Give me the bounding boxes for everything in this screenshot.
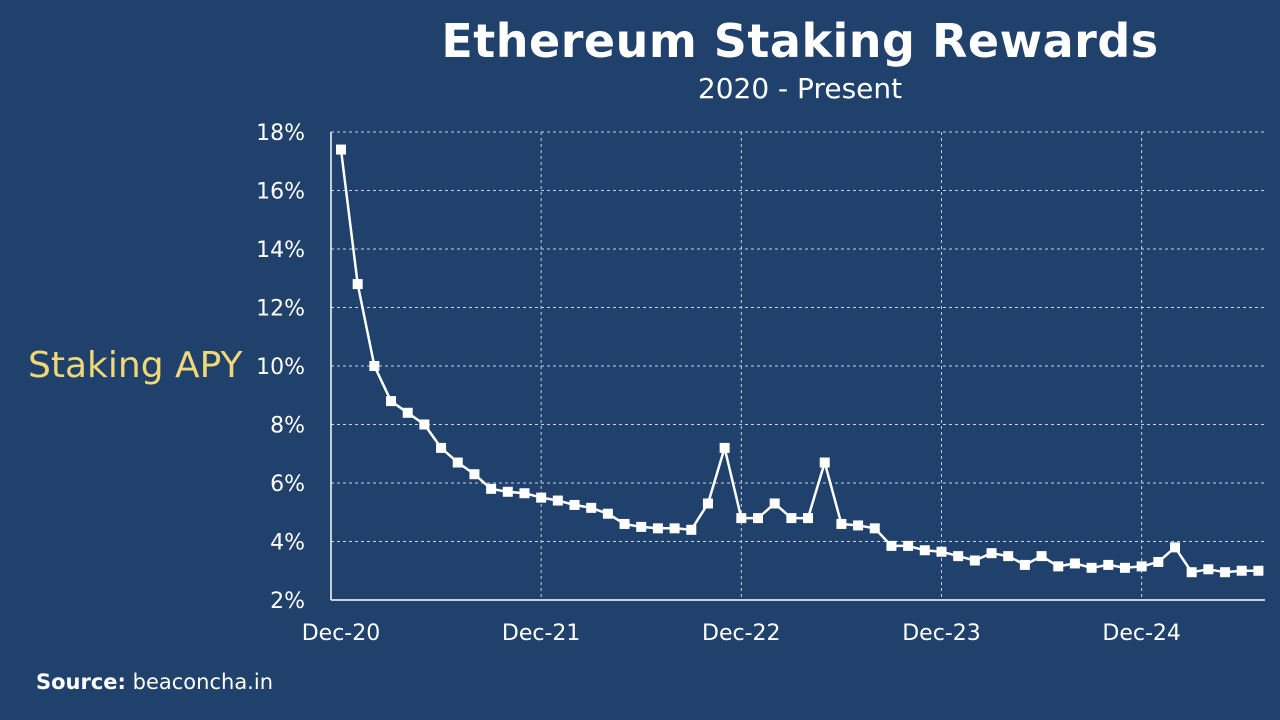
y-tick-label: 6%	[270, 472, 305, 497]
x-tick-label: Dec-24	[1102, 621, 1181, 646]
data-point	[1153, 556, 1164, 567]
data-point	[1203, 564, 1214, 575]
data-point	[886, 540, 897, 551]
data-point	[369, 361, 380, 371]
data-point	[1253, 565, 1264, 576]
grid-lines	[331, 131, 1265, 600]
data-point	[452, 457, 463, 468]
y-tick-label: 8%	[270, 414, 305, 439]
data-point	[352, 279, 363, 290]
data-point	[436, 442, 447, 453]
data-point	[486, 483, 497, 494]
x-tick-label: Dec-21	[502, 621, 581, 646]
data-point	[669, 523, 680, 534]
data-point	[552, 495, 563, 506]
data-point	[803, 513, 814, 524]
y-tick-label: 16%	[256, 180, 305, 205]
data-point	[836, 518, 847, 529]
tick-labels: 2% 4% 6% 8% 10% 12% 14% 16% 18% Dec-20 Dec-21 Dec-2…	[256, 121, 1181, 646]
data-point	[586, 502, 597, 513]
data-point	[919, 545, 930, 556]
data-point	[786, 513, 797, 524]
data-point	[386, 396, 397, 407]
series-line	[339, 149, 1259, 574]
source-text: beaconcha.in	[132, 670, 274, 694]
data-point	[686, 524, 697, 535]
data-point	[736, 513, 747, 524]
data-point	[869, 523, 880, 534]
data-point	[853, 520, 864, 531]
data-point	[1003, 551, 1014, 562]
data-point	[1086, 562, 1097, 573]
y-axis-label: Staking APY	[28, 345, 243, 386]
data-point	[336, 144, 346, 155]
source-label: Source:	[36, 670, 126, 694]
chart-subtitle: 2020 - Present	[697, 72, 903, 105]
data-point	[769, 498, 780, 509]
data-point	[1053, 561, 1064, 572]
data-point	[1170, 542, 1180, 553]
data-point	[986, 548, 997, 559]
data-point	[502, 486, 513, 497]
data-point	[753, 513, 763, 524]
data-point	[402, 407, 413, 418]
data-point	[1069, 558, 1080, 569]
data-point	[652, 523, 663, 534]
y-tick-label: 10%	[256, 355, 305, 380]
data-point	[702, 498, 713, 509]
data-point	[636, 521, 647, 532]
data-point	[419, 419, 430, 430]
data-point	[569, 499, 580, 510]
data-point	[1019, 559, 1030, 570]
data-point	[1186, 567, 1197, 578]
data-point	[519, 488, 530, 499]
data-point	[719, 442, 730, 453]
data-point	[936, 546, 947, 557]
data-point	[1036, 551, 1047, 562]
y-tick-label: 4%	[270, 531, 305, 556]
data-point	[602, 508, 613, 519]
data-point	[536, 492, 547, 503]
chart-title: Ethereum Staking Rewards	[441, 14, 1159, 68]
data-point	[903, 540, 914, 551]
data-series	[336, 144, 1264, 578]
data-point	[1119, 562, 1130, 573]
x-tick-label: Dec-22	[702, 621, 781, 646]
axes	[330, 132, 1265, 601]
data-point	[619, 518, 630, 529]
y-tick-label: 18%	[256, 121, 305, 146]
data-point	[819, 457, 830, 468]
data-point	[469, 469, 480, 480]
data-point	[969, 555, 980, 566]
data-point	[1136, 561, 1147, 572]
data-point	[1220, 567, 1231, 578]
data-point	[953, 551, 964, 562]
data-point	[1236, 565, 1247, 576]
data-point	[1103, 559, 1114, 570]
x-tick-label: Dec-20	[302, 621, 381, 646]
y-tick-label: 2%	[270, 589, 305, 614]
y-tick-label: 12%	[256, 297, 305, 322]
x-tick-label: Dec-23	[902, 621, 981, 646]
source-note: Source: beaconcha.in	[36, 670, 273, 694]
y-tick-label: 14%	[256, 238, 305, 263]
